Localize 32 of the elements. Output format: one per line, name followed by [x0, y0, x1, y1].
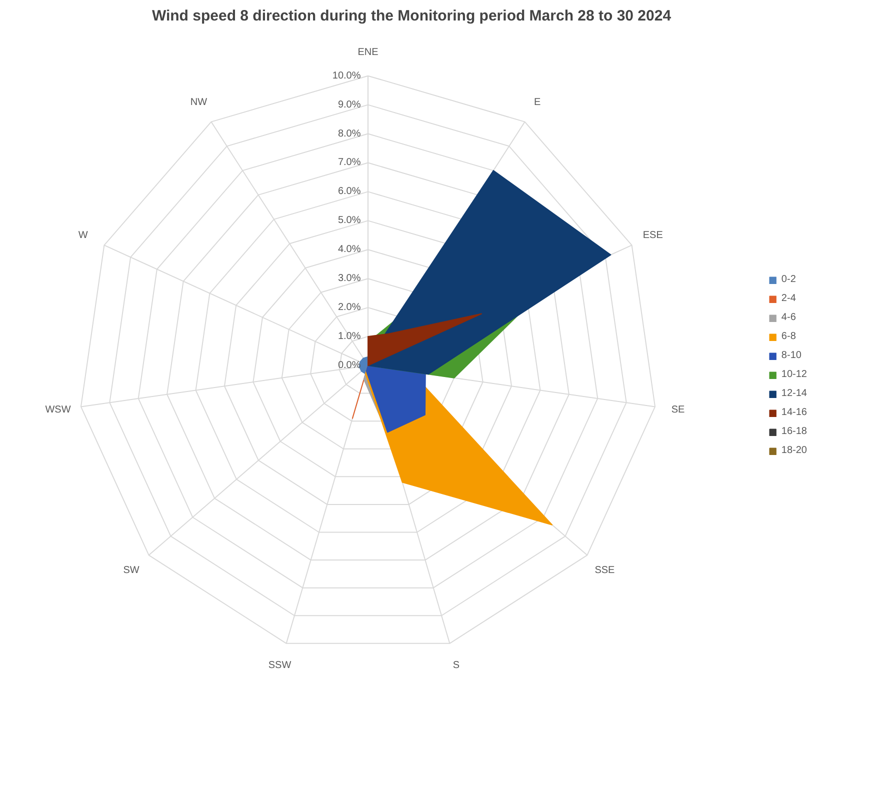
legend-label: 14-16	[781, 407, 807, 418]
y-tick-label: 6.0%	[338, 186, 361, 198]
y-tick-label: 7.0%	[338, 157, 361, 168]
legend-label: 12-14	[781, 388, 807, 399]
spoke-label: SE	[671, 404, 686, 416]
spoke-label: NW	[190, 96, 208, 108]
legend-label: 4-6	[781, 312, 797, 323]
legend-label: 6-8	[781, 331, 797, 342]
y-tick-label: 8.0%	[338, 128, 361, 140]
y-tick-label: 1.0%	[338, 331, 361, 342]
chart-title: Wind speed 8 direction during the Monitoring period March 28 to 30 2024	[152, 8, 672, 24]
y-tick-label: 2.0%	[338, 302, 361, 314]
legend-label: 10-12	[781, 369, 807, 380]
y-tick-label: 10.0%	[332, 70, 361, 82]
legend-label: 8-10	[781, 350, 802, 361]
y-tick-label: 9.0%	[338, 99, 361, 110]
y-tick-label: 3.0%	[338, 273, 361, 284]
spoke-label: S	[452, 660, 460, 672]
spoke-label: WSW	[45, 404, 72, 416]
spoke-label: ENE	[358, 47, 379, 58]
legend-label: 2-4	[781, 293, 797, 304]
spoke-label: SSW	[268, 660, 292, 672]
spoke-label: SSE	[594, 564, 616, 576]
y-tick-label: 5.0%	[338, 215, 361, 226]
spoke-label: W	[78, 230, 88, 242]
legend-label: 0-2	[781, 274, 797, 285]
spoke-label: ESE	[642, 230, 664, 242]
spoke-label: E	[534, 96, 541, 108]
legend-label: 18-20	[781, 445, 807, 456]
legend-label: 16-18	[781, 426, 807, 437]
spoke-label: SW	[123, 564, 140, 576]
y-tick-label: 4.0%	[338, 244, 361, 256]
